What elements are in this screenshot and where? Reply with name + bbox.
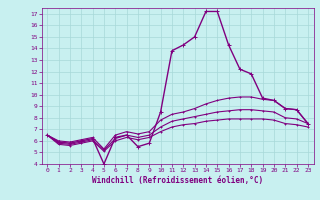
X-axis label: Windchill (Refroidissement éolien,°C): Windchill (Refroidissement éolien,°C)	[92, 176, 263, 185]
